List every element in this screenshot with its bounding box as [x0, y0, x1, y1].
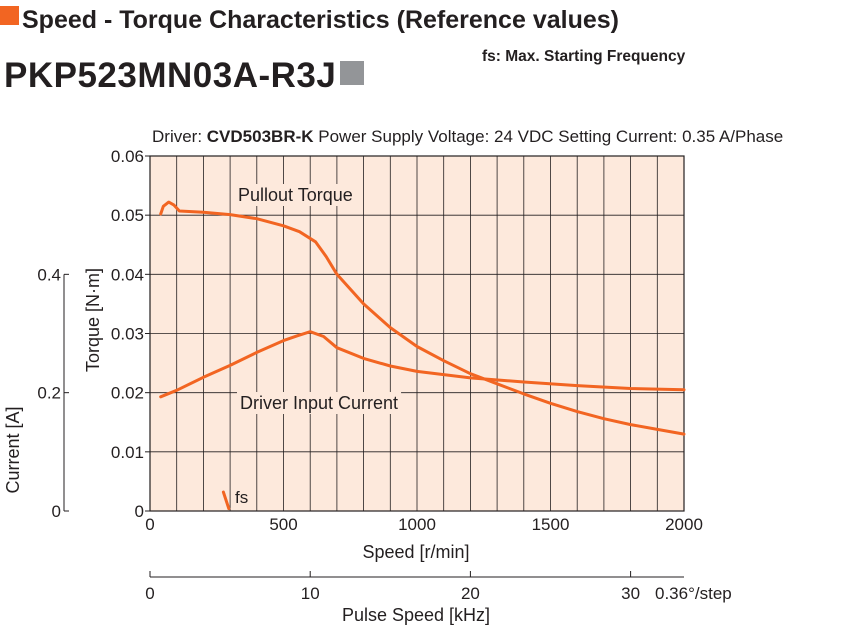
x-tick-label: 2000 [665, 515, 703, 534]
y-tick-label: 0.02 [111, 384, 144, 403]
x-tick-label: 0 [145, 515, 154, 534]
page-title: Speed - Torque Characteristics (Referenc… [22, 6, 619, 34]
supply-voltage: Power Supply Voltage: 24 VDC [313, 127, 554, 146]
series-lines [159, 200, 686, 511]
y2-axis-label: Current [A] [3, 406, 23, 493]
x2-unit-label: 0.36°/step [655, 584, 732, 603]
grid-lines [150, 156, 684, 511]
header-square-icon [0, 6, 19, 25]
fs-note: fs: Max. Starting Frequency [482, 48, 686, 65]
y-tick-label: 0.01 [111, 443, 144, 462]
y2-tick-label: 0.2 [37, 384, 61, 403]
pullout-torque-label: Pullout Torque [238, 185, 353, 205]
y-tick-label: 0.06 [111, 147, 144, 166]
y2-tick-label: 0.4 [37, 265, 61, 284]
y-tick-label: 0 [135, 502, 144, 521]
y-axis-label: Torque [N·m] [83, 268, 103, 372]
fs-label: fs [235, 488, 248, 507]
x2-tick-label: 30 [621, 584, 640, 603]
x-axis-label: Speed [r/min] [362, 542, 469, 562]
driver-input-current-label: Driver Input Current [240, 393, 398, 413]
x2-tick-label: 10 [301, 584, 320, 603]
y-tick-label: 0.04 [111, 265, 144, 284]
x2-axis-label: Pulse Speed [kHz] [342, 605, 490, 625]
pullout-torque-line [159, 200, 686, 436]
x-tick-label: 1500 [532, 515, 570, 534]
pullout-label-bg [235, 184, 356, 206]
tick-labels: 00.010.020.030.040.050.060 500 1000 1500 200… [37, 147, 703, 603]
driver-input-current-line [159, 330, 686, 399]
model-text: PKP523MN03A-R3J [4, 56, 337, 95]
x2-tick-label: 0 [145, 584, 154, 603]
y-tick-label: 0.05 [111, 206, 144, 225]
driver-line: Driver: CVD503BR-K Power Supply Voltage:… [152, 127, 783, 147]
x2-tick-label: 20 [461, 584, 480, 603]
y-tick-label: 0.03 [111, 325, 144, 344]
y2-tick-label: 0 [52, 502, 61, 521]
setting-current: Setting Current: 0.35 A/Phase [553, 127, 784, 146]
driver-model: CVD503BR-K [206, 127, 314, 146]
model-square-icon [340, 61, 365, 85]
model-name: PKP523MN03A-R3J [4, 56, 365, 96]
driver-label: Driver: [152, 127, 207, 146]
x-tick-label: 500 [269, 515, 297, 534]
fs-marker-line [221, 490, 231, 511]
current-label-bg [237, 392, 402, 414]
x-tick-label: 1000 [398, 515, 436, 534]
